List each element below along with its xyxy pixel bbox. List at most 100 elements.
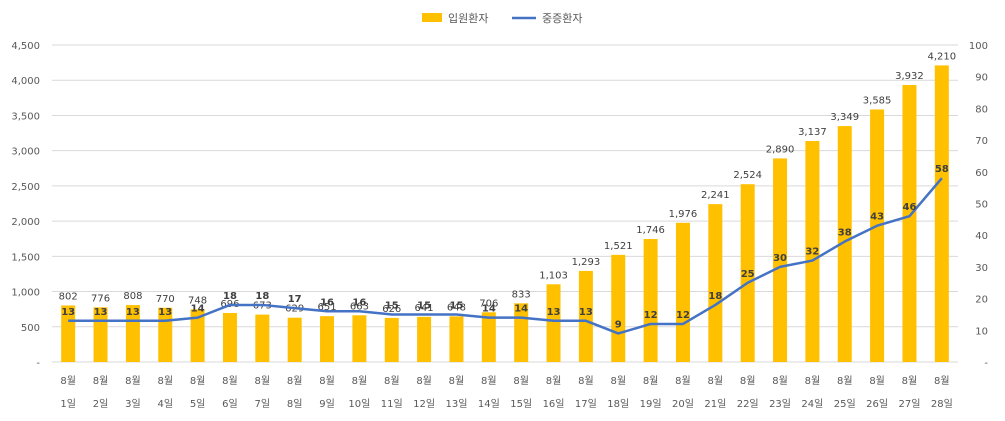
bar-inpatient [546,284,561,362]
x-axis-day-label: 21일 [704,398,726,410]
x-axis-day-label: 27일 [898,398,920,410]
right-axis-tick-label: 80 [975,104,988,115]
right-axis-tick-label: 10 [975,326,988,337]
legend-label-inpatient: 입원환자 [448,12,488,25]
x-axis-month-label: 8월 [708,375,724,387]
x-axis-month-label: 8월 [287,375,303,387]
line-data-label: 14 [191,304,205,315]
x-axis-month-label: 8월 [255,375,271,387]
x-axis-month-label: 8월 [190,375,206,387]
x-axis-month-label: 8월 [125,375,141,387]
line-data-label: 12 [644,310,658,321]
x-axis-day-label: 17일 [575,398,597,410]
bar-data-label: 1,103 [539,270,568,281]
x-axis-month-label: 8월 [740,375,756,387]
line-data-label: 25 [741,269,755,280]
x-axis-month-label: 8월 [352,375,368,387]
bar-inpatient [837,126,852,362]
x-axis-month-label: 8월 [610,375,626,387]
line-data-label: 13 [61,307,75,318]
bar-data-label: 776 [91,293,110,304]
bar-data-label: 626 [382,304,401,315]
left-axis-tick-label: 4,500 [11,41,40,52]
bar-data-label: 3,349 [830,112,859,123]
line-data-label: 13 [579,307,593,318]
bar-data-label: 3,585 [863,95,892,106]
line-data-label: 13 [158,307,172,318]
bar-data-label: 4,210 [928,51,957,62]
right-axis-tick-label: 60 [975,168,988,179]
bar-inpatient [870,109,885,362]
left-axis-tick-label: 2,000 [11,217,40,228]
line-data-label: 18 [223,291,237,302]
x-axis-day-label: 9일 [319,398,335,410]
bar-inpatient [708,204,723,362]
bar-inpatient [481,312,496,362]
x-axis-day-label: 2일 [93,398,109,410]
bar-inpatient [805,141,820,362]
bar-inpatient [578,270,593,362]
x-axis-day-label: 25일 [834,398,856,410]
bar-inpatient [222,312,237,362]
bar-data-label: 833 [512,289,531,300]
bar-inpatient [125,305,140,362]
x-axis-day-label: 1일 [60,398,76,410]
bar-data-label: 1,293 [572,257,601,268]
line-data-label: 58 [935,164,949,175]
line-data-label: 43 [870,212,884,223]
line-data-label: 14 [514,304,528,315]
bar-inpatient [190,309,205,362]
x-axis-month-label: 8월 [513,375,529,387]
x-axis-month-label: 8월 [60,375,76,387]
x-axis-month-label: 8월 [643,375,659,387]
x-axis-day-label: 7일 [255,398,271,410]
bar-data-label: 3,137 [798,127,827,138]
line-data-label: 18 [708,291,722,302]
line-data-label: 13 [94,307,108,318]
left-axis-tick-label: 1,000 [11,288,40,299]
line-data-label: 15 [417,300,431,311]
bar-inpatient [773,158,788,362]
bar-data-label: 3,932 [895,71,924,82]
right-axis-tick-label: 100 [969,41,988,52]
bar-inpatient [287,317,302,362]
line-data-label: 18 [255,291,269,302]
line-data-label: 30 [773,253,787,264]
bar-inpatient [675,222,690,362]
right-axis-tick-label: 50 [975,200,988,211]
line-data-label: 15 [450,300,464,311]
bar-data-label: 808 [123,291,142,302]
bar-inpatient [449,316,464,362]
x-axis-day-label: 18일 [607,398,629,410]
line-data-label: 13 [547,307,561,318]
right-axis-tick-label: 70 [975,136,988,147]
x-axis-day-label: 12일 [413,398,435,410]
line-data-label: 32 [805,247,819,258]
x-axis-month-label: 8월 [384,375,400,387]
bar-inpatient [740,184,755,362]
left-axis-tick-label: - [36,358,40,369]
x-axis-day-label: 28일 [931,398,953,410]
bar-data-label: 2,241 [701,190,730,201]
bar-data-label: 770 [156,294,175,305]
bar-data-label: 663 [350,301,369,312]
x-axis-month-label: 8월 [546,375,562,387]
bar-data-label: 648 [447,302,466,313]
x-axis-day-label: 5일 [190,398,206,410]
bar-inpatient [934,65,949,362]
right-axis-tick-label: 20 [975,295,988,306]
x-axis-day-label: 4일 [157,398,173,410]
x-axis-month-label: 8월 [902,375,918,387]
x-axis-day-label: 16일 [543,398,565,410]
line-data-label: 16 [320,297,334,308]
x-axis-day-label: 8일 [287,398,303,410]
bar-data-label: 651 [317,302,336,313]
x-axis-day-label: 11일 [381,398,403,410]
line-data-label: 13 [126,307,140,318]
bar-inpatient [384,317,399,362]
line-data-label: 15 [385,300,399,311]
bar-data-label: 2,524 [733,170,762,181]
line-data-label: 46 [903,202,917,213]
x-axis-month-label: 8월 [93,375,109,387]
